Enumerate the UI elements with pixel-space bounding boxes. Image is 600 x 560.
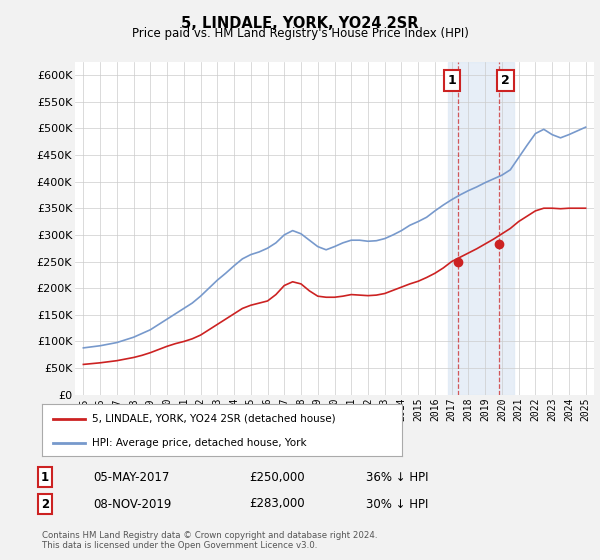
Text: Price paid vs. HM Land Registry's House Price Index (HPI): Price paid vs. HM Land Registry's House … — [131, 27, 469, 40]
Text: 2: 2 — [41, 497, 49, 511]
Text: 5, LINDALE, YORK, YO24 2SR (detached house): 5, LINDALE, YORK, YO24 2SR (detached hou… — [92, 414, 336, 424]
Text: 30% ↓ HPI: 30% ↓ HPI — [366, 497, 428, 511]
Text: £250,000: £250,000 — [249, 470, 305, 484]
Text: 36% ↓ HPI: 36% ↓ HPI — [366, 470, 428, 484]
Text: 5, LINDALE, YORK, YO24 2SR: 5, LINDALE, YORK, YO24 2SR — [181, 16, 419, 31]
Text: HPI: Average price, detached house, York: HPI: Average price, detached house, York — [92, 438, 307, 449]
Text: 2: 2 — [501, 74, 510, 87]
Text: 05-MAY-2017: 05-MAY-2017 — [93, 470, 169, 484]
Text: 1: 1 — [448, 74, 456, 87]
Text: 08-NOV-2019: 08-NOV-2019 — [93, 497, 172, 511]
Bar — [448, 62, 514, 395]
Text: Contains HM Land Registry data © Crown copyright and database right 2024.
This d: Contains HM Land Registry data © Crown c… — [42, 531, 377, 550]
Text: £283,000: £283,000 — [249, 497, 305, 511]
Text: 1: 1 — [41, 470, 49, 484]
